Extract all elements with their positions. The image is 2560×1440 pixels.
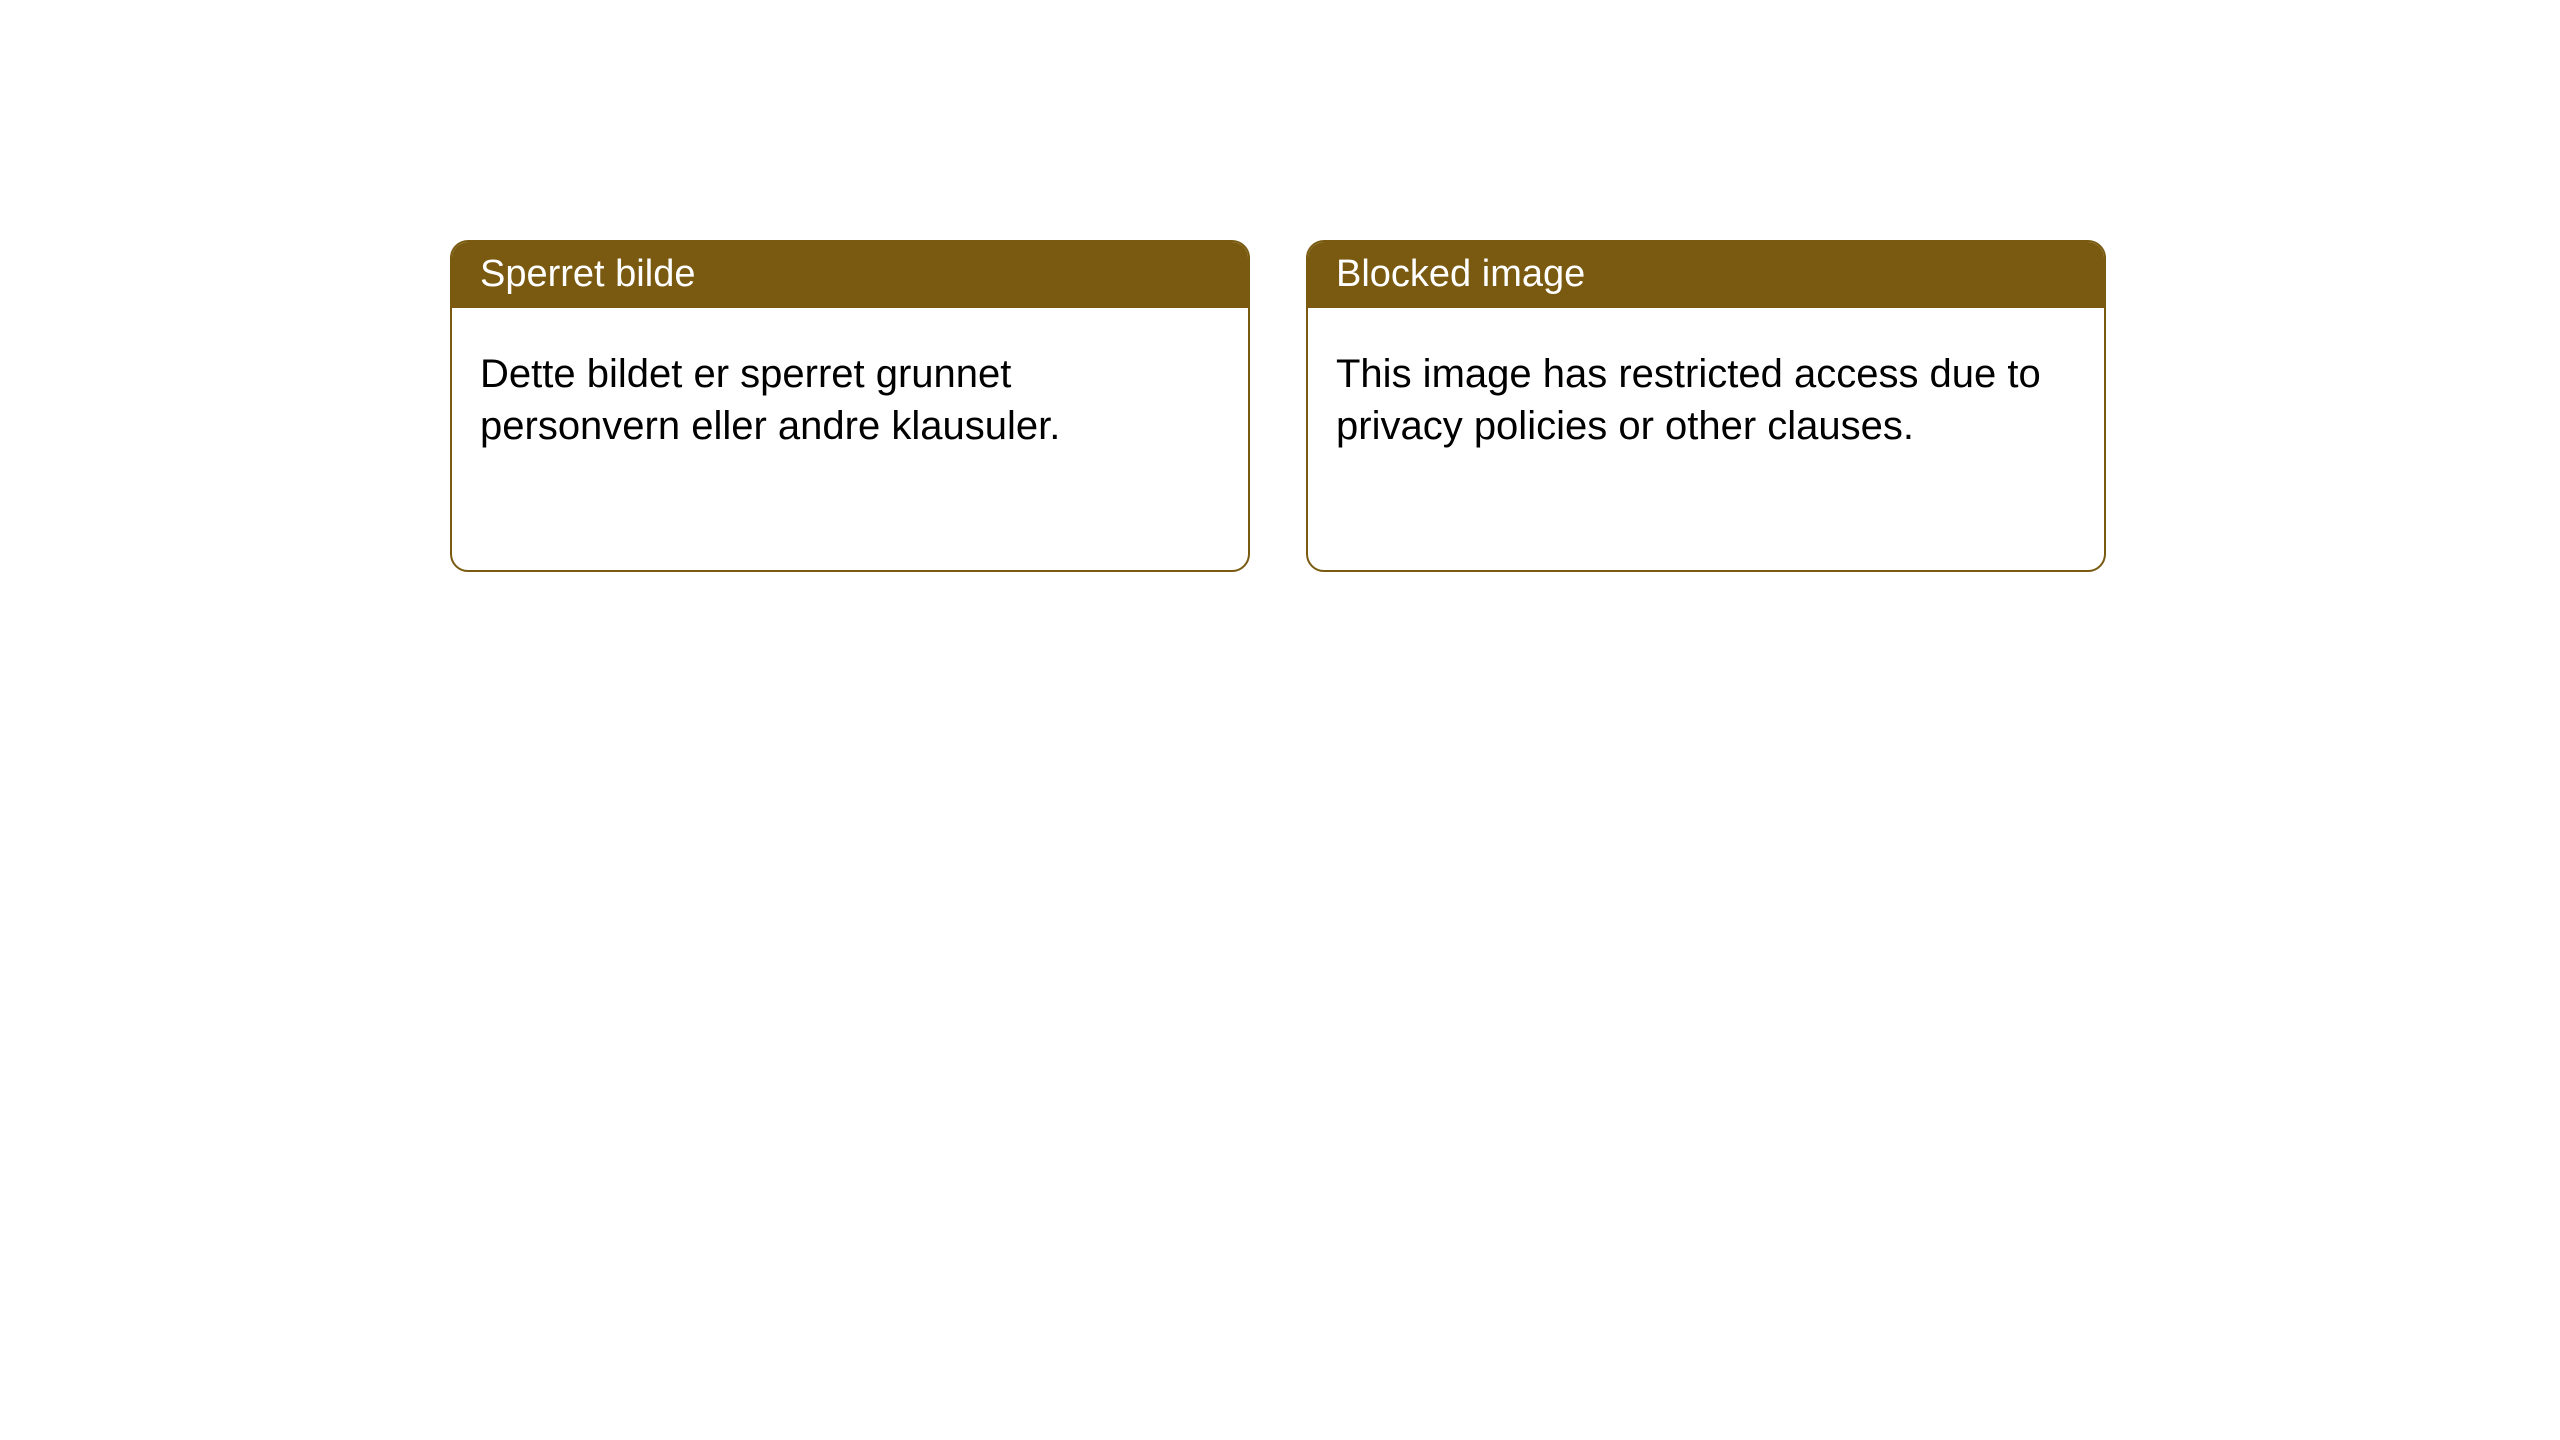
notice-header: Sperret bilde (452, 242, 1248, 308)
notice-card-norwegian: Sperret bilde Dette bildet er sperret gr… (450, 240, 1250, 572)
notice-container: Sperret bilde Dette bildet er sperret gr… (0, 0, 2560, 572)
notice-body: Dette bildet er sperret grunnet personve… (452, 308, 1248, 492)
notice-card-english: Blocked image This image has restricted … (1306, 240, 2106, 572)
notice-header: Blocked image (1308, 242, 2104, 308)
notice-body: This image has restricted access due to … (1308, 308, 2104, 492)
